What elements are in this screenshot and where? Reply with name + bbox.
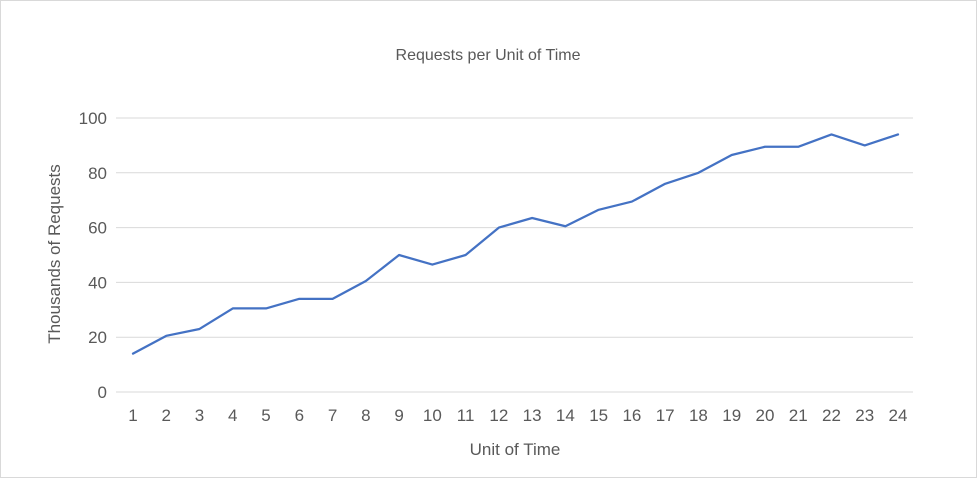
y-tick-label: 0 [98,383,107,402]
x-tick-label: 22 [822,406,841,425]
y-axis-label: Thousands of Requests [45,164,64,344]
x-tick-label: 13 [523,406,542,425]
y-tick-label: 20 [88,328,107,347]
x-tick-label: 9 [394,406,403,425]
series-layer [131,133,900,355]
x-tick-label: 11 [457,406,475,425]
chart-title: Requests per Unit of Time [396,47,581,64]
x-tick-label: 20 [755,406,774,425]
x-tick-label: 6 [295,406,304,425]
x-tick-label: 15 [589,406,608,425]
x-tick-label: 23 [855,406,874,425]
x-tick-label: 4 [228,406,237,425]
x-tick-label: 7 [328,406,337,425]
gridlines [116,117,913,338]
x-tick-label: 18 [689,406,708,425]
y-tick-label: 100 [79,109,107,128]
y-tick-label: 40 [88,273,107,292]
x-tick-label: 5 [261,406,270,425]
y-tick-label: 80 [88,164,107,183]
x-tick-label: 17 [656,406,675,425]
y-tick-label: 60 [88,219,107,238]
series-line [131,133,900,355]
x-tick-label: 10 [423,406,442,425]
x-tick-label: 24 [889,406,908,425]
x-tick-label: 21 [789,406,808,425]
x-tick-label: 12 [489,406,508,425]
x-axis-ticks: 1 2 3 4 5 6 7 8 9 10 11 12 13 14 15 16 17 18 19 20 21 22 23 24 [128,406,907,425]
y-axis-ticks: 0 20 40 60 80 100 [79,109,107,402]
x-axis-label: Unit of Time [470,440,561,459]
x-tick-label: 3 [195,406,204,425]
x-tick-label: 14 [556,406,575,425]
x-tick-label: 1 [128,406,137,425]
x-tick-label: 2 [162,406,171,425]
x-tick-label: 8 [361,406,370,425]
x-tick-label: 19 [722,406,741,425]
x-tick-label: 16 [622,406,641,425]
